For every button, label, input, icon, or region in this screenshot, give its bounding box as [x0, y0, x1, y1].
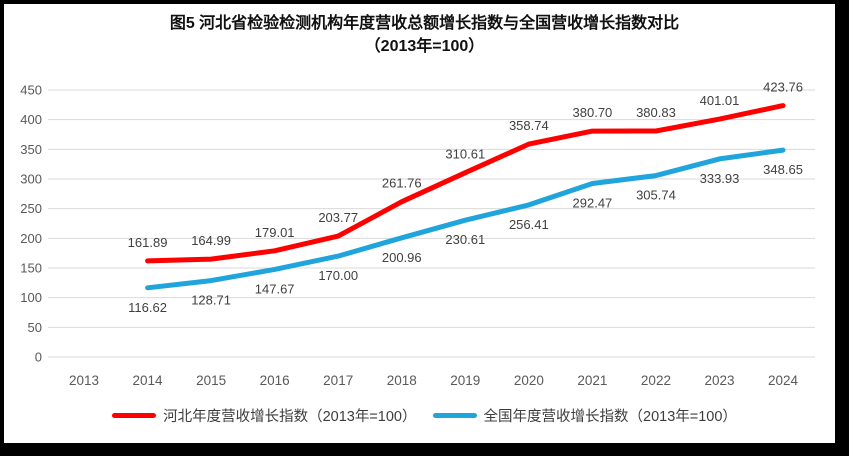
x-axis-tick-label: 2014 — [133, 373, 164, 388]
chart-background — [4, 4, 835, 443]
national-data-label: 147.67 — [255, 281, 295, 296]
y-axis-tick-label: 0 — [35, 350, 42, 365]
x-axis-tick-label: 2013 — [69, 373, 99, 388]
hebei-data-label: 161.89 — [128, 235, 168, 250]
x-axis-tick-label: 2023 — [704, 373, 734, 388]
x-axis-tick-label: 2015 — [196, 373, 226, 388]
y-axis-tick-label: 450 — [20, 83, 42, 98]
hebei-data-label: 380.83 — [636, 105, 676, 120]
y-axis-tick-label: 350 — [20, 142, 42, 157]
national-data-label: 170.00 — [318, 268, 358, 283]
chart-legend: 河北年度营收增长指数（2013年=100） 全国年度营收增长指数（2013年=1… — [0, 405, 849, 426]
hebei-data-label: 203.77 — [318, 210, 358, 225]
national-data-label: 256.41 — [509, 217, 549, 232]
legend-swatch-national-line — [432, 413, 477, 418]
x-axis-tick-label: 2017 — [323, 373, 353, 388]
hebei-data-label: 179.01 — [255, 225, 295, 240]
hebei-data-label: 401.01 — [700, 93, 740, 108]
national-data-label: 128.71 — [191, 293, 231, 308]
national-series-line[interactable] — [145, 147, 786, 291]
legend-label-hebei: 河北年度营收增长指数（2013年=100） — [163, 409, 417, 425]
x-axis-tick-label: 2022 — [641, 373, 671, 388]
hebei-data-label: 423.76 — [763, 80, 803, 95]
hebei-data-label: 310.61 — [445, 147, 485, 162]
hebei-data-label: 164.99 — [191, 233, 231, 248]
x-axis-tick-label: 2024 — [768, 373, 799, 388]
legend-item-national[interactable]: 全国年度营收增长指数（2013年=100） — [432, 405, 737, 426]
national-data-label: 348.65 — [763, 162, 803, 177]
y-axis-tick-label: 150 — [20, 261, 42, 276]
legend-label-national: 全国年度营收增长指数（2013年=100） — [483, 409, 737, 425]
national-data-label: 230.61 — [445, 232, 485, 247]
x-axis-tick-label: 2019 — [450, 373, 480, 388]
x-axis-tick-label: 2021 — [577, 373, 607, 388]
chart-title-line2: （2013年=100） — [364, 38, 485, 55]
x-axis-tick-label: 2020 — [514, 373, 544, 388]
y-axis-tick-label: 250 — [20, 201, 42, 216]
hebei-series-line[interactable] — [145, 103, 786, 264]
national-data-label: 292.47 — [573, 195, 613, 210]
national-data-label: 116.62 — [128, 300, 167, 315]
legend-swatch-hebei-line — [112, 413, 157, 418]
y-axis-tick-label: 100 — [20, 290, 42, 305]
x-axis-tick-label: 2016 — [260, 373, 290, 388]
national-data-label: 305.74 — [636, 188, 676, 203]
legend-item-hebei[interactable]: 河北年度营收增长指数（2013年=100） — [112, 405, 417, 426]
chart-title: 图5 河北省检验检测机构年度营收总额增长指数与全国营收增长指数对比 （2013年… — [0, 12, 849, 58]
chart-title-line1: 图5 河北省检验检测机构年度营收总额增长指数与全国营收增长指数对比 — [169, 15, 680, 32]
y-axis-tick-label: 50 — [28, 320, 42, 335]
hebei-data-label: 358.74 — [509, 118, 549, 133]
hebei-data-label: 380.70 — [573, 105, 613, 120]
national-data-label: 333.93 — [700, 171, 740, 186]
x-axis-tick-label: 2018 — [387, 373, 417, 388]
y-axis-tick-label: 300 — [20, 172, 42, 187]
y-axis-tick-label: 200 — [20, 231, 42, 246]
hebei-data-label: 261.76 — [382, 176, 422, 191]
national-data-label: 200.96 — [382, 250, 422, 265]
y-axis-tick-label: 400 — [20, 112, 42, 127]
